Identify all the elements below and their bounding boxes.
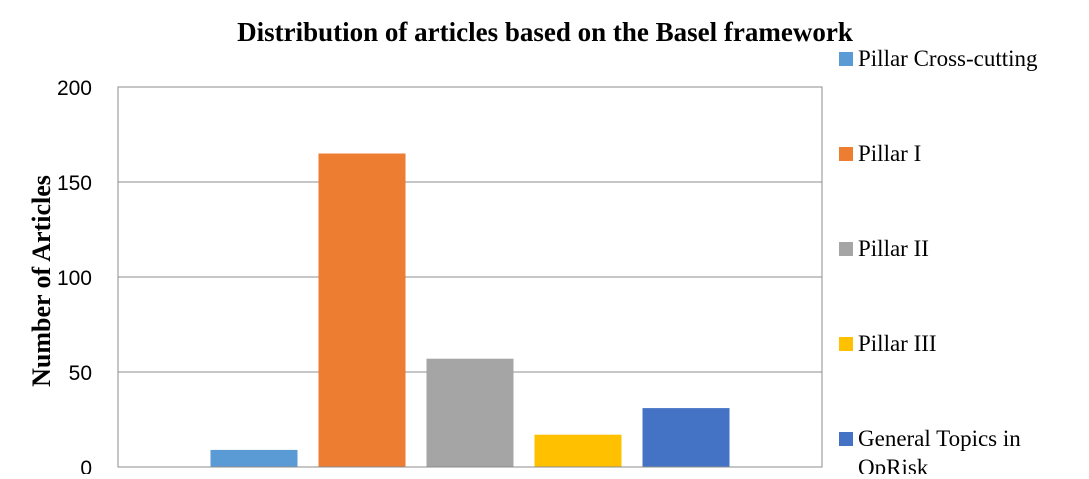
legend-entry-line: Pillar II: [858, 236, 929, 261]
legend-swatch: [839, 242, 853, 256]
y-tick-label: 50: [69, 362, 92, 385]
legend-swatch: [839, 432, 853, 446]
y-tick-label: 150: [57, 172, 92, 195]
legend-entry-line: Pillar III: [858, 331, 937, 356]
y-tick-label: 200: [57, 77, 92, 100]
bar: [210, 449, 298, 467]
legend-swatch: [839, 147, 853, 161]
bars: [210, 153, 730, 467]
legend-swatch: [839, 337, 853, 351]
legend-entry: Pillar II: [858, 236, 929, 261]
plot-frame: [117, 86, 823, 468]
legend-entry-line: Pillar I: [858, 141, 921, 166]
y-tick-label: 0: [80, 457, 92, 474]
legend-entry: General Topics in OpRisk: [858, 426, 1021, 474]
bar: [318, 153, 406, 467]
bar: [426, 358, 514, 467]
legend: Pillar Cross-cutting Pillar I Pillar II Pil…: [839, 46, 1038, 479]
legend-entry: Pillar I: [858, 141, 921, 166]
legend-entry-line: OpRisk: [858, 455, 929, 474]
y-tick-labels: 0 50 100 150 200: [57, 77, 92, 479]
legend-entry: Pillar III: [858, 331, 937, 356]
y-tick-label: 100: [57, 267, 92, 290]
legend-entry-line: General Topics in: [858, 426, 1021, 451]
y-axis-label: Number of Articles: [27, 175, 56, 387]
legend-entry: Pillar Cross-cutting: [858, 46, 1038, 71]
chart-title: Distribution of articles based on the Ba…: [237, 17, 853, 47]
bar: [534, 434, 622, 467]
bar: [642, 408, 730, 467]
legend-swatch: [839, 52, 853, 66]
legend-entry-line: Pillar Cross-cutting: [858, 46, 1038, 71]
